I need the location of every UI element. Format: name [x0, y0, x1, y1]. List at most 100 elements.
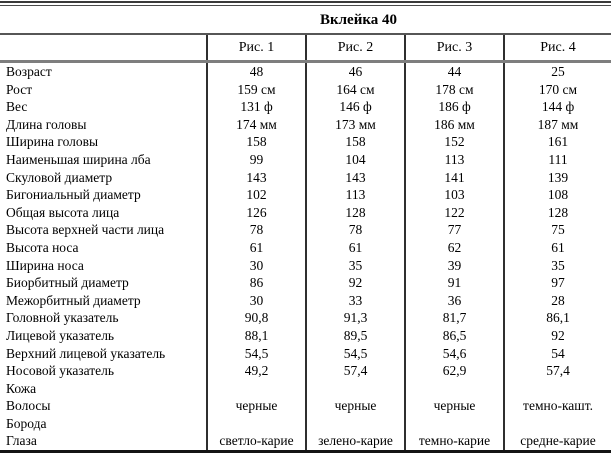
cell-value: 44: [404, 63, 503, 81]
table-body: Возраст 48 46 44 25 Рост 159 см 164 см 1…: [0, 63, 611, 454]
table-row: Наименьшая ширина лба 99 104 113 111: [0, 150, 611, 169]
table-row: Биорбитный диаметр 86 92 91 97: [0, 274, 611, 292]
cell-value: 174 мм: [206, 115, 305, 134]
row-label: Волосы: [6, 398, 51, 414]
table-row: Межорбитный диаметр 30 33 36 28: [0, 291, 611, 310]
row-label: Рост: [6, 81, 33, 97]
cell-value: 113: [305, 186, 404, 204]
row-label: Кожа: [6, 380, 37, 396]
cell-value: 78: [206, 221, 305, 239]
cell-value: 108: [503, 186, 611, 204]
row-label: Носовой указатель: [6, 363, 115, 379]
cell-value: 78: [305, 221, 404, 239]
table-row: Вес 131 ф 146 ф 186 ф 144 ф: [0, 98, 611, 116]
page-title: Вклейка 40: [0, 6, 611, 35]
cell-value: 143: [206, 168, 305, 187]
cell-value: 111: [503, 150, 611, 169]
cell-value: 103: [404, 186, 503, 204]
top-double-rule: [0, 1, 611, 6]
row-label: Наименьшая ширина лба: [6, 151, 151, 167]
table-row: Носовой указатель 49,2 57,4 62,9 57,4: [0, 362, 611, 380]
cell-value: 62: [404, 238, 503, 257]
cell-value: 86: [206, 274, 305, 292]
cell-value: зелено-карие: [305, 432, 404, 451]
cell-value: 86,5: [404, 326, 503, 345]
table-row: Ширина головы 158 158 152 161: [0, 133, 611, 151]
cell-value: 28: [503, 291, 611, 310]
cell-value: светло-карие: [206, 432, 305, 451]
cell-value: 128: [305, 203, 404, 222]
row-label: Межорбитный диаметр: [6, 292, 141, 308]
cell-value: 62,9: [404, 362, 503, 380]
cell-value: 143: [305, 168, 404, 187]
column-header-fig2: Рис. 2: [305, 35, 404, 60]
row-label: Скуловой диаметр: [6, 169, 113, 185]
cell-value: 30: [206, 256, 305, 275]
table-row: Головной указатель 90,8 91,3 81,7 86,1: [0, 309, 611, 327]
column-header-fig1: Рис. 1: [206, 35, 305, 60]
cell-value: 89,5: [305, 326, 404, 345]
table-row: Бигониальный диаметр 102 113 103 108: [0, 186, 611, 204]
cell-value: 61: [206, 238, 305, 257]
cell-value: черные: [404, 397, 503, 415]
row-label: Возраст: [6, 64, 52, 79]
cell-value: 141: [404, 168, 503, 187]
cell-value: 57,4: [305, 362, 404, 380]
cell-value: 178 см: [404, 80, 503, 99]
cell-value: 77: [404, 221, 503, 239]
cell-value: 186 мм: [404, 115, 503, 134]
cell-value: 122: [404, 203, 503, 222]
cell-value: 57,4: [503, 362, 611, 380]
cell-value: 104: [305, 150, 404, 169]
cell-value: [206, 379, 305, 398]
cell-value: [404, 379, 503, 398]
cell-value: 81,7: [404, 309, 503, 327]
column-header-fig3: Рис. 3: [404, 35, 503, 60]
cell-value: 131 ф: [206, 98, 305, 116]
cell-value: 39: [404, 256, 503, 275]
table-row: Скуловой диаметр 143 143 141 139: [0, 168, 611, 187]
row-label: Биорбитный диаметр: [6, 275, 129, 291]
table-row: Борода: [0, 414, 611, 433]
cell-value: 30: [206, 291, 305, 310]
cell-value: 49,2: [206, 362, 305, 380]
cell-value: черные: [305, 397, 404, 415]
table-row: Верхний лицевой указатель 54,5 54,5 54,6…: [0, 344, 611, 363]
row-label: Верхний лицевой указатель: [6, 345, 166, 361]
cell-value: 92: [503, 326, 611, 345]
cell-value: 146 ф: [305, 98, 404, 116]
cell-value: 25: [503, 63, 611, 81]
cell-value: [503, 379, 611, 398]
table-header-row: Рис. 1 Рис. 2 Рис. 3 Рис. 4: [0, 35, 611, 63]
row-label: Длина головы: [6, 116, 87, 132]
cell-value: [404, 414, 503, 433]
cell-value: 75: [503, 221, 611, 239]
row-label: Высота носа: [6, 239, 79, 255]
cell-value: 36: [404, 291, 503, 310]
table-row: Высота носа 61 61 62 61: [0, 238, 611, 257]
row-label: Ширина головы: [6, 134, 99, 150]
cell-value: 158: [305, 133, 404, 151]
cell-value: 144 ф: [503, 98, 611, 116]
table-row: Волосы черные черные черные темно-кашт.: [0, 397, 611, 415]
cell-value: 102: [206, 186, 305, 204]
cell-value: 61: [305, 238, 404, 257]
cell-value: 35: [503, 256, 611, 275]
cell-value: 152: [404, 133, 503, 151]
cell-value: [305, 414, 404, 433]
cell-value: [503, 414, 611, 433]
cell-value: 113: [404, 150, 503, 169]
cell-value: 92: [305, 274, 404, 292]
table-row: Ширина носа 30 35 39 35: [0, 256, 611, 275]
table-row: Общая высота лица 126 128 122 128: [0, 203, 611, 222]
table-row: Кожа: [0, 379, 611, 398]
cell-value: темно-карие: [404, 432, 503, 451]
row-label: Бигониальный диаметр: [6, 187, 141, 203]
cell-value: 33: [305, 291, 404, 310]
cell-value: 158: [206, 133, 305, 151]
cell-value: средне-карие: [503, 432, 611, 451]
cell-value: 48: [206, 63, 305, 81]
cell-value: 186 ф: [404, 98, 503, 116]
cell-value: темно-кашт.: [503, 397, 611, 415]
cell-value: 170 см: [503, 80, 611, 99]
